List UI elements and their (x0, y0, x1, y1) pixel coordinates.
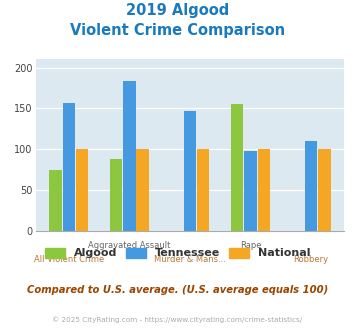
Bar (258, 149, 270, 231)
Text: All Violent Crime: All Violent Crime (34, 255, 104, 264)
Text: Compared to U.S. average. (U.S. average equals 100): Compared to U.S. average. (U.S. average … (27, 285, 328, 295)
Bar (76, 149, 88, 231)
Bar (244, 151, 257, 231)
Text: 2019 Algood: 2019 Algood (126, 3, 229, 18)
Bar (231, 104, 244, 231)
Text: © 2025 CityRating.com - https://www.cityrating.com/crime-statistics/: © 2025 CityRating.com - https://www.city… (53, 317, 302, 323)
Bar (123, 82, 136, 231)
Bar (184, 111, 196, 231)
Text: Rape: Rape (240, 241, 261, 250)
Bar (136, 149, 149, 231)
Bar (62, 103, 75, 231)
Text: Murder & Mans...: Murder & Mans... (154, 255, 226, 264)
Bar (110, 159, 122, 231)
Bar (305, 141, 317, 231)
Bar (197, 149, 209, 231)
Bar (49, 170, 62, 231)
Bar (318, 149, 331, 231)
Text: Robbery: Robbery (294, 255, 329, 264)
Legend: Algood, Tennessee, National: Algood, Tennessee, National (40, 243, 315, 263)
Text: Aggravated Assault: Aggravated Assault (88, 241, 170, 250)
Text: Violent Crime Comparison: Violent Crime Comparison (70, 23, 285, 38)
